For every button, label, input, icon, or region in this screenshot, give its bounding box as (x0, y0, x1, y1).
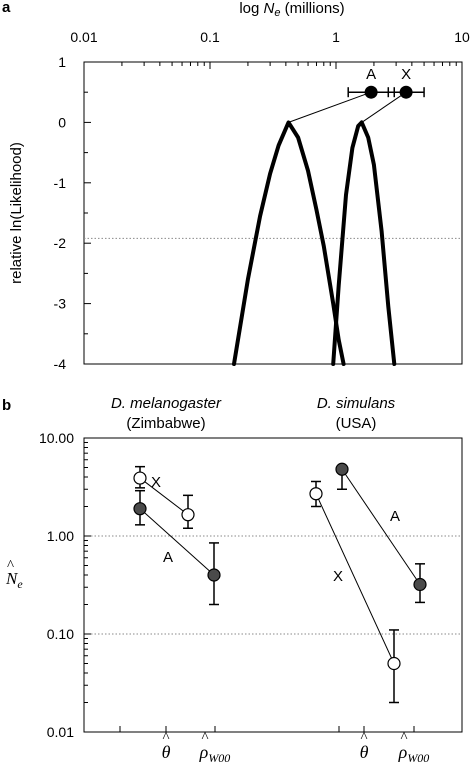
hat-accent: ^ (7, 558, 14, 574)
likelihood-curve-1 (232, 120, 346, 366)
y-tick-label: 1.00 (47, 528, 74, 544)
y-tick-label: 0.01 (47, 724, 74, 740)
point-A (413, 577, 427, 592)
series-line-X (315, 493, 395, 664)
series-label-A: A (390, 508, 400, 525)
point-A (335, 462, 349, 476)
estimator-label: ρW00 (398, 742, 430, 765)
y-tick-label: -1 (54, 175, 67, 191)
y-tick-label: 1 (58, 54, 66, 70)
group-title-simulans: D. simulans (317, 395, 396, 412)
y-tick-label: 0.10 (47, 626, 74, 642)
point-A (207, 568, 221, 582)
hat-accent: ^ (400, 730, 407, 746)
series-label-X: X (151, 474, 161, 491)
hat-accent: ^ (360, 730, 367, 746)
point-X (133, 471, 147, 485)
hat-accent: ^ (201, 730, 208, 746)
point-label-A: A (366, 66, 376, 83)
y-tick-label: -2 (54, 235, 67, 251)
point-A (133, 502, 147, 516)
x-tick-label: 1 (332, 29, 340, 45)
y-tick-label: 0 (58, 114, 66, 130)
likelihood-curve-2 (331, 120, 397, 366)
point-X (309, 487, 323, 501)
y-tick-label: -3 (54, 296, 67, 312)
series-label-A: A (163, 549, 173, 566)
series-line-A (341, 468, 421, 585)
y-tick-label: 10.00 (39, 430, 74, 446)
panel-b-label: b (2, 397, 11, 414)
x-tick-label: 0.1 (200, 29, 220, 45)
estimator-label: ρW00 (199, 742, 231, 765)
estimator-label: θ (360, 742, 369, 762)
estimator-label: θ (162, 742, 171, 762)
point-X (181, 508, 195, 522)
point-label-X: X (401, 66, 411, 83)
x-tick-label: 10 (454, 29, 470, 45)
hat-accent: ^ (162, 730, 169, 746)
point-X (399, 85, 413, 99)
panel-a-frame (83, 61, 463, 365)
point-A (364, 85, 378, 99)
group-location-zimbabwe: (Zimbabwe) (126, 415, 205, 432)
panel-b-frame (83, 437, 463, 733)
panel-a-y-axis-title: relative ln(Likelihood) (8, 142, 25, 284)
connector-A (288, 91, 372, 123)
panel-a-label: a (2, 0, 11, 16)
y-tick-label: -4 (54, 356, 67, 372)
series-line-A (139, 508, 215, 576)
point-X (387, 656, 401, 671)
series-label-X: X (333, 568, 343, 585)
panel-a-x-axis-title: log Ne (millions) (239, 0, 344, 19)
group-title-melanogaster: D. melanogaster (111, 395, 222, 412)
series-line-X (139, 477, 189, 516)
panel-b-y-axis-title: Ne (5, 569, 23, 591)
x-tick-label: 0.01 (70, 29, 97, 45)
connector-X (361, 91, 407, 123)
group-location-usa: (USA) (336, 415, 377, 432)
